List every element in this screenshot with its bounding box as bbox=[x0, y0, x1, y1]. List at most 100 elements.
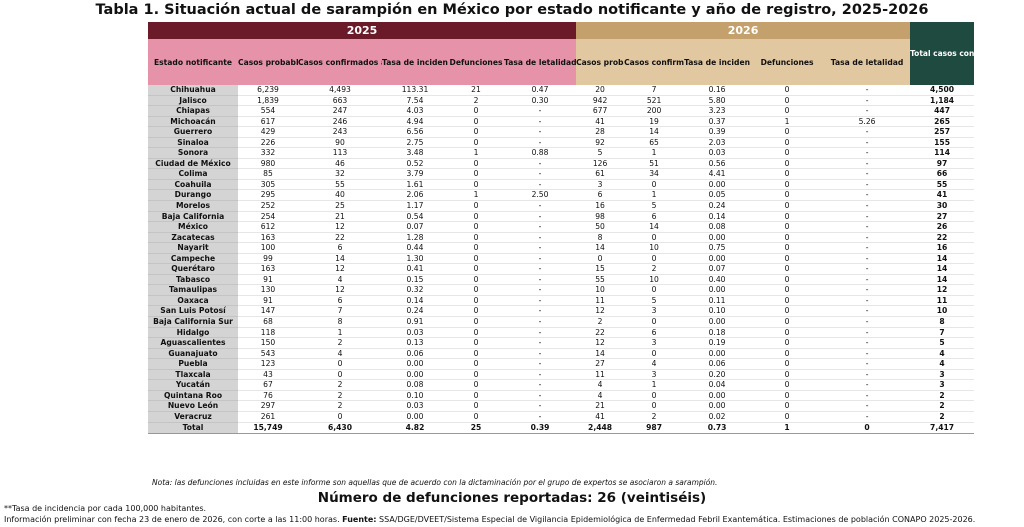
cell-incidence-2026: 0.10 bbox=[684, 305, 751, 318]
cell-probable-2025: 305 bbox=[238, 179, 298, 191]
cell-probable-2026: 12 bbox=[576, 337, 625, 349]
cell-incidence-2025: 0.00 bbox=[382, 369, 448, 381]
cell-probable-2025: 150 bbox=[238, 337, 298, 349]
cell-total-cases: 11 bbox=[910, 295, 975, 307]
cell-state: Querétaro bbox=[148, 263, 238, 275]
cell-confirmed-2026: 2 bbox=[624, 263, 685, 275]
cell-total-cases: 26 bbox=[910, 221, 975, 233]
cell-state: Tamaulipas bbox=[148, 284, 238, 296]
header-total-cases: Total casos confirmados acumulados 2025-… bbox=[910, 22, 975, 85]
cell-deaths-2025: 0 bbox=[448, 232, 504, 244]
cell-confirmed-2025: 40 bbox=[298, 189, 382, 201]
cell-total-cases: 14 bbox=[910, 253, 975, 265]
cell-deaths-2025: 21 bbox=[448, 85, 504, 96]
cell-deaths-2026: 0 bbox=[750, 305, 825, 318]
cell-total-cases: 27 bbox=[910, 211, 975, 223]
cell-state: Nayarit bbox=[148, 242, 238, 254]
total-label: Total bbox=[148, 421, 238, 434]
cell-confirmed-2026: 1 bbox=[624, 189, 685, 201]
cell-probable-2025: 295 bbox=[238, 189, 298, 201]
cell-deaths-2025: 1 bbox=[448, 147, 504, 159]
cell-probable-2025: 118 bbox=[238, 327, 298, 339]
table-row: México 612 12 0.07 0-50 14 0.08 0-26 bbox=[148, 221, 975, 233]
table-row: Coahuila 305 55 1.61 0-3 0 0.00 0-55 bbox=[148, 179, 975, 191]
cell-probable-2026: 50 bbox=[576, 221, 625, 233]
cell-incidence-2026: 0.24 bbox=[684, 200, 751, 212]
cell-probable-2025: 100 bbox=[238, 242, 298, 254]
cell-confirmed-2026: 0 bbox=[624, 232, 685, 244]
cell-deaths-2026: 0 bbox=[750, 137, 825, 149]
cell-confirmed-2025: 0 bbox=[298, 369, 382, 381]
total-deaths-2025: 25 bbox=[448, 421, 504, 434]
cell-confirmed-2025: 22 bbox=[298, 232, 382, 244]
cell-confirmed-2025: 0 bbox=[298, 358, 382, 370]
cell-lethality-2025: 0.47 bbox=[504, 85, 577, 96]
total-incidence-2026: 0.73 bbox=[684, 421, 751, 434]
cell-lethality-2026: - bbox=[824, 274, 911, 286]
cell-total-cases: 14 bbox=[910, 274, 975, 286]
cell-probable-2025: 261 bbox=[238, 411, 298, 423]
table-row: Quintana Roo 76 2 0.10 0-4 0 0.00 0-2 bbox=[148, 390, 975, 402]
cell-probable-2026: 2 bbox=[576, 316, 625, 328]
cell-lethality-2026: - bbox=[824, 137, 911, 149]
cell-deaths-2025: 0 bbox=[448, 126, 504, 138]
cell-incidence-2026: 0.37 bbox=[684, 116, 751, 128]
cell-confirmed-2025: 4,493 bbox=[298, 85, 382, 96]
cell-incidence-2026: 0.00 bbox=[684, 316, 751, 328]
cell-confirmed-2025: 2 bbox=[298, 337, 382, 349]
cell-lethality-2025: - bbox=[504, 263, 577, 275]
cell-total-cases: 3 bbox=[910, 369, 975, 381]
cell-probable-2025: 67 bbox=[238, 379, 298, 391]
cell-total-cases: 16 bbox=[910, 242, 975, 254]
cell-incidence-2025: 0.13 bbox=[382, 337, 448, 349]
cell-state: Veracruz bbox=[148, 411, 238, 423]
cell-probable-2026: 41 bbox=[576, 116, 625, 128]
table-row: Veracruz 261 0 0.00 0-41 2 0.02 0-2 bbox=[148, 411, 975, 423]
cell-confirmed-2026: 14 bbox=[624, 221, 685, 233]
cell-total-cases: 97 bbox=[910, 158, 975, 170]
cell-deaths-2026: 0 bbox=[750, 189, 825, 201]
cell-total-cases: 4 bbox=[910, 348, 975, 360]
cell-deaths-2026: 0 bbox=[750, 316, 825, 328]
cell-lethality-2025: - bbox=[504, 390, 577, 402]
cell-lethality-2026: - bbox=[824, 348, 911, 360]
cell-deaths-2026: 0 bbox=[750, 379, 825, 391]
cell-deaths-2025: 0 bbox=[448, 179, 504, 191]
cell-incidence-2026: 0.08 bbox=[684, 221, 751, 233]
cell-lethality-2026: - bbox=[824, 168, 911, 180]
cell-lethality-2026: - bbox=[824, 211, 911, 223]
cell-confirmed-2026: 6 bbox=[624, 211, 685, 223]
cell-incidence-2025: 2.06 bbox=[382, 189, 448, 201]
cell-lethality-2025: - bbox=[504, 316, 577, 328]
cell-total-cases: 4 bbox=[910, 358, 975, 370]
cell-state: Michoacán bbox=[148, 116, 238, 128]
cell-state: Chihuahua bbox=[148, 85, 238, 96]
cell-lethality-2025: - bbox=[504, 242, 577, 254]
cell-deaths-2025: 0 bbox=[448, 200, 504, 212]
header-probable-2025: Casos probables acumulados bbox=[238, 39, 298, 85]
cell-incidence-2025: 0.00 bbox=[382, 358, 448, 370]
cell-state: Nuevo León bbox=[148, 400, 238, 412]
table-row: Sonora 332 113 3.48 1 0.88 5 1 0.03 0-114 bbox=[148, 147, 975, 159]
cell-confirmed-2025: 6 bbox=[298, 242, 382, 254]
cell-confirmed-2026: 5 bbox=[624, 295, 685, 307]
cell-lethality-2026: - bbox=[824, 305, 911, 318]
cell-deaths-2025: 2 bbox=[448, 95, 504, 107]
cell-deaths-2025: 0 bbox=[448, 411, 504, 423]
cell-incidence-2026: 0.06 bbox=[684, 358, 751, 370]
cell-probable-2026: 61 bbox=[576, 168, 625, 180]
cell-incidence-2026: 0.20 bbox=[684, 369, 751, 381]
header-deaths-2025: Defunciones bbox=[448, 39, 504, 85]
cell-incidence-2026: 0.05 bbox=[684, 189, 751, 201]
cell-lethality-2026: - bbox=[824, 242, 911, 254]
cell-incidence-2026: 0.19 bbox=[684, 337, 751, 349]
cell-deaths-2026: 0 bbox=[750, 242, 825, 254]
cell-deaths-2026: 0 bbox=[750, 253, 825, 265]
cell-confirmed-2026: 65 bbox=[624, 137, 685, 149]
cell-total-cases: 14 bbox=[910, 263, 975, 275]
total-incidence-2025: 4.82 bbox=[382, 421, 448, 434]
cell-probable-2026: 21 bbox=[576, 400, 625, 412]
cell-lethality-2025: - bbox=[504, 253, 577, 265]
cell-deaths-2026: 0 bbox=[750, 337, 825, 349]
total-lethality-2025: 0.39 bbox=[504, 421, 577, 434]
